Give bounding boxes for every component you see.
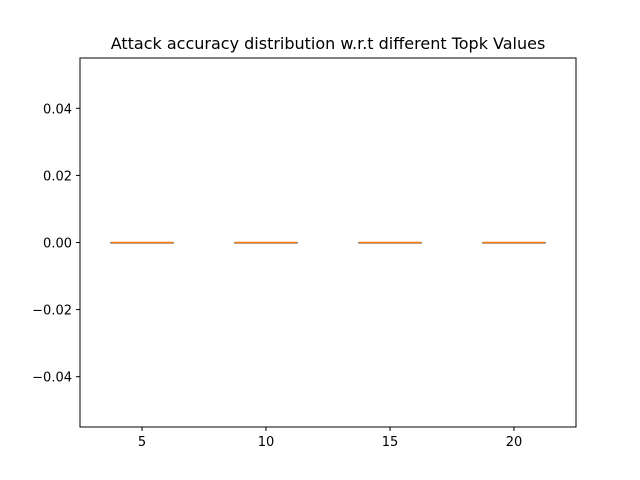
y-tick-label: −0.02 xyxy=(32,304,72,319)
chart-title: Attack accuracy distribution w.r.t diffe… xyxy=(111,34,546,53)
y-tick-label: 0.02 xyxy=(43,169,72,184)
y-tick-label: 0.00 xyxy=(43,237,72,252)
x-tick-label: 10 xyxy=(258,435,275,450)
x-tick-label: 15 xyxy=(382,435,399,450)
x-tick-label: 5 xyxy=(138,435,146,450)
y-tick-label: −0.04 xyxy=(32,371,72,386)
plot-area: 0.04 0.02 0.00 −0.02 −0.04 5 10 15 20 xyxy=(32,57,577,450)
x-tick-label: 20 xyxy=(506,435,523,450)
y-tick-label: 0.04 xyxy=(43,102,72,117)
